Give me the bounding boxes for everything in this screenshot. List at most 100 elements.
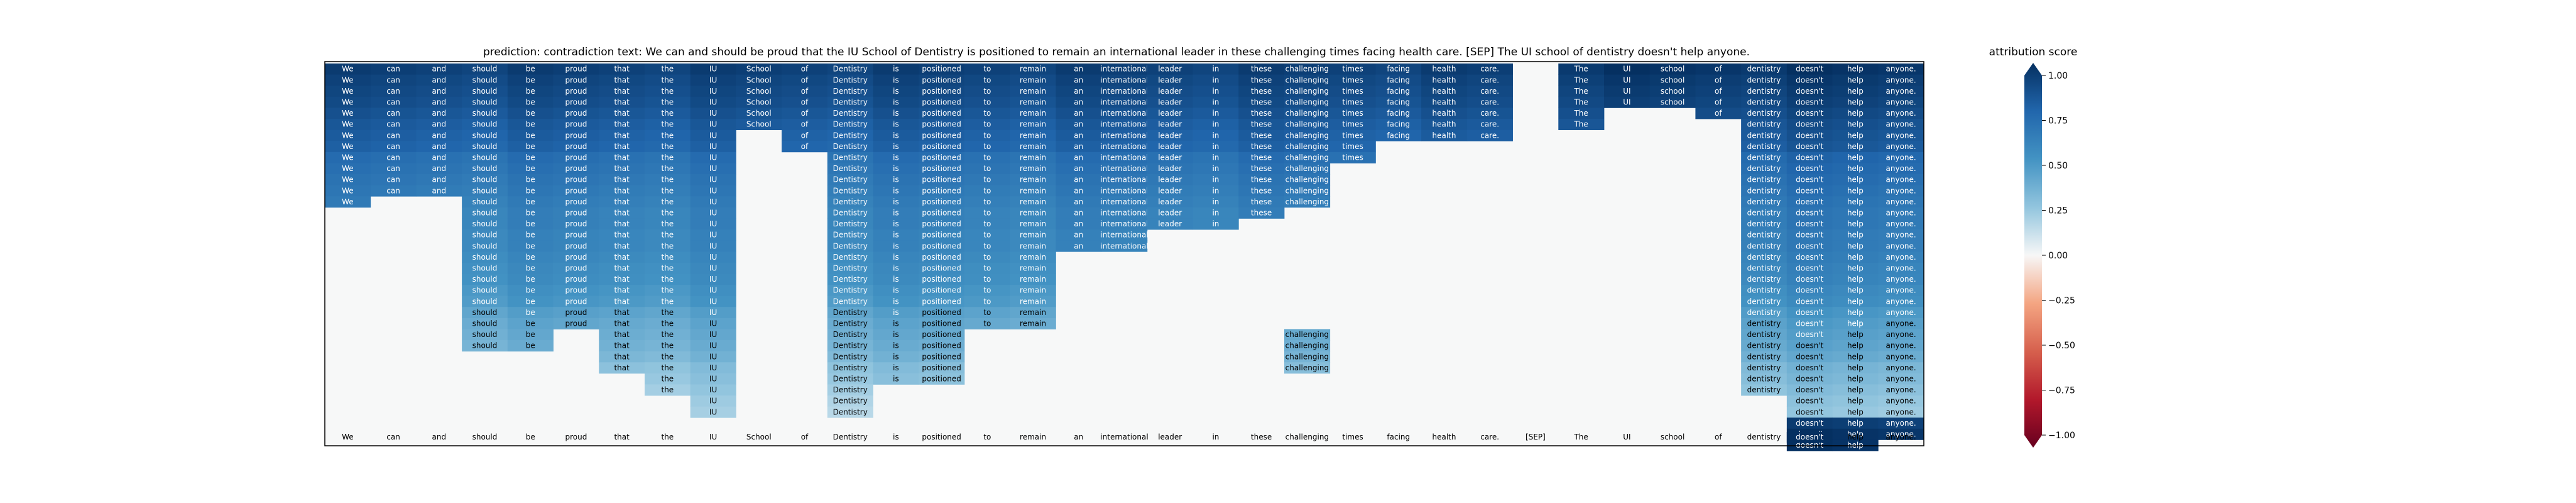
heatmap-cell-1-24 [1421, 74, 1468, 86]
heatmap-cell-17-13 [919, 252, 965, 263]
heatmap-cell-label: IU [709, 65, 717, 74]
heatmap-cell-26-34 [1878, 351, 1924, 363]
heatmap-cell-8-21 [1284, 152, 1331, 163]
heatmap-cell-30-8 [690, 395, 736, 407]
heatmap-cell-6-20 [1238, 130, 1285, 141]
heatmap-cell-label: positioned [922, 142, 961, 151]
heatmap-cell-label: of [801, 142, 809, 151]
heatmap-cell-label: Dentistry [833, 352, 868, 361]
heatmap-cell-label: proud [565, 241, 587, 250]
heatmap-cell-label: should [472, 153, 498, 162]
heatmap-cell-label: health [1433, 65, 1456, 74]
heatmap-cell-label: the [662, 341, 674, 350]
heatmap-cell-label: proud [565, 164, 587, 173]
heatmap-cell-label: to [983, 109, 991, 118]
heatmap-cell-5-22 [1329, 119, 1376, 130]
heatmap-cell-2-19 [1192, 86, 1239, 97]
heatmap-cell-label: anyone. [1886, 219, 1916, 228]
heatmap-cell-28-7 [645, 373, 691, 385]
heatmap-cell-2-1 [370, 86, 417, 97]
heatmap-cell-25-31 [1741, 340, 1787, 351]
x-tick-label: school [1661, 433, 1684, 441]
heatmap-cell-22-4 [507, 307, 554, 319]
heatmap-cell-label: these [1251, 97, 1272, 106]
heatmap-cell-label: the [662, 131, 674, 140]
heatmap-cell-26-21 [1284, 351, 1331, 363]
heatmap-cell-10-17 [1101, 174, 1148, 185]
heatmap-cell-14-18 [1147, 218, 1193, 230]
heatmap-cell-33-34 [1878, 428, 1924, 440]
heatmap-cell-12-34 [1878, 196, 1924, 208]
heatmap-cell-label: facing [1387, 75, 1410, 84]
heatmap-cell-label: leader [1158, 87, 1182, 96]
heatmap-cell-label: dentistry [1747, 97, 1781, 106]
heatmap-cell-label: the [662, 164, 674, 173]
heatmap-cell-label: to [983, 208, 991, 217]
heatmap-cell-label: that [614, 341, 630, 350]
heatmap-cell-label: remain [1020, 65, 1046, 74]
heatmap-cell-12-15 [1010, 196, 1056, 208]
heatmap-cell-2-25 [1466, 86, 1513, 97]
heatmap-cell-label: remain [1020, 87, 1046, 96]
heatmap-cell-label: leader [1158, 131, 1182, 140]
heatmap-cell-label: anyone. [1886, 419, 1916, 428]
heatmap-cell-1-20 [1238, 74, 1285, 86]
heatmap-cell-15-31 [1741, 229, 1787, 241]
heatmap-cell-label: help [1847, 363, 1864, 372]
heatmap-cell-12-21 [1284, 196, 1331, 208]
heatmap-cell-label: an [1074, 186, 1083, 195]
heatmap-cell-label: proud [565, 153, 587, 162]
heatmap-cell-label: anyone. [1886, 341, 1916, 350]
heatmap-cell-label: remain [1020, 219, 1046, 228]
heatmap-cell-label: We [342, 75, 354, 84]
heatmap-cell-22-14 [964, 307, 1011, 319]
heatmap-cell-label: positioned [922, 241, 961, 250]
heatmap-cell-label: can [386, 97, 400, 106]
heatmap-cell-18-33 [1832, 262, 1879, 274]
heatmap-cell-label: an [1074, 97, 1083, 106]
heatmap-cell-label: these [1251, 131, 1272, 140]
heatmap-cell-label: and [432, 109, 446, 118]
heatmap-cell-label: help [1847, 219, 1864, 228]
heatmap-cell-label: remain [1020, 186, 1046, 195]
heatmap-cell-21-13 [919, 296, 965, 307]
heatmap-cell-label: help [1847, 109, 1864, 118]
heatmap-cell-6-18 [1147, 130, 1193, 141]
heatmap-cell-1-8 [690, 74, 736, 86]
heatmap-cell-21-14 [964, 296, 1011, 307]
heatmap-cell-label: that [614, 275, 630, 284]
heatmap-cell-6-32 [1786, 130, 1833, 141]
heatmap-cell-4-20 [1238, 108, 1285, 119]
heatmap-cell-label: international [1100, 219, 1148, 228]
heatmap-cell-label: is [893, 87, 899, 96]
heatmap-cell-1-3 [462, 74, 508, 86]
heatmap-cell-10-4 [507, 174, 554, 185]
heatmap-cell-label: facing [1387, 65, 1410, 74]
heatmap-cell-label: can [386, 75, 400, 84]
heatmap-cell-0-16 [1056, 64, 1102, 75]
heatmap-cell-label: positioned [922, 275, 961, 284]
heatmap-cell-0-13 [919, 64, 965, 75]
heatmap-cell-4-24 [1421, 108, 1468, 119]
heatmap-cell-24-3 [462, 329, 508, 341]
heatmap-cell-label: help [1847, 65, 1864, 74]
heatmap-cell-label: in [1212, 164, 1219, 173]
heatmap-cell-3-18 [1147, 96, 1193, 108]
x-tick-label: is [893, 433, 899, 441]
heatmap-cell-label: help [1847, 197, 1864, 206]
heatmap-cell-label: help [1847, 407, 1864, 416]
heatmap-cell-label: that [614, 231, 630, 240]
heatmap-cell-label: dentistry [1747, 109, 1781, 118]
heatmap-cell-23-13 [919, 318, 965, 329]
heatmap-cell-label: Dentistry [833, 231, 868, 240]
heatmap-cell-label: doesn't [1796, 131, 1823, 140]
heatmap-cell-label: should [472, 297, 498, 306]
heatmap-cell-label: remain [1020, 75, 1046, 84]
x-tick-label: doesn't [1796, 433, 1823, 441]
heatmap-cell-label: should [472, 175, 498, 184]
heatmap-cell-label: positioned [922, 352, 961, 361]
heatmap-cell-0-10 [782, 64, 828, 75]
heatmap-cell-label: leader [1158, 219, 1182, 228]
x-tick-label: facing [1387, 433, 1410, 441]
heatmap-cell-9-18 [1147, 163, 1193, 175]
